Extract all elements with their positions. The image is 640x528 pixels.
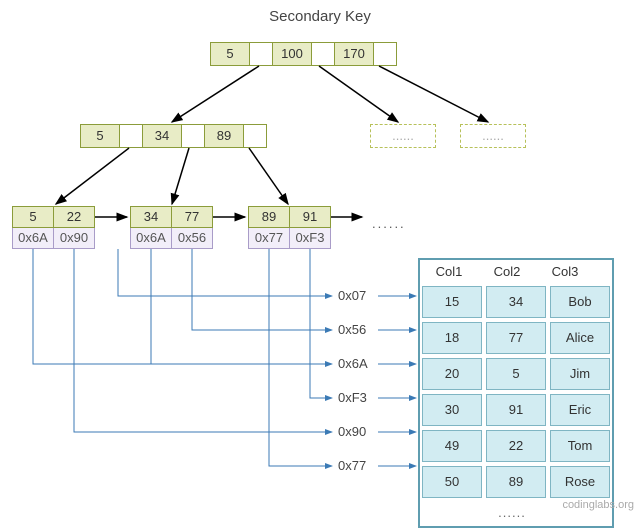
mid-key-2: 89 xyxy=(205,125,244,147)
root-node: 5 100 170 xyxy=(210,42,397,66)
td: Jim xyxy=(550,358,610,390)
root-ptr-0 xyxy=(250,43,273,65)
table-row: 1877Alice xyxy=(420,320,612,356)
td: Rose xyxy=(550,466,610,498)
td: Tom xyxy=(550,430,610,462)
td: Bob xyxy=(550,286,610,318)
addr-5: 0x77 xyxy=(338,456,366,476)
addr-2: 0x6A xyxy=(338,354,368,374)
td: 91 xyxy=(486,394,546,426)
leaf-1: 34 77 0x6A 0x56 xyxy=(130,206,213,249)
addr-3: 0xF3 xyxy=(338,388,367,408)
leaf-2-ptr-0: 0x77 xyxy=(249,228,290,248)
mid-node: 5 34 89 xyxy=(80,124,267,148)
leaf-2: 89 91 0x77 0xF3 xyxy=(248,206,331,249)
leaf-ellipsis: ...... xyxy=(372,216,406,231)
table-row: 3091Eric xyxy=(420,392,612,428)
th-2: Col3 xyxy=(536,260,594,284)
leaf-0-key-1: 22 xyxy=(54,207,94,227)
leaf-2-key-0: 89 xyxy=(249,207,290,227)
leaf-0-key-0: 5 xyxy=(13,207,54,227)
leaf-0-ptr-0: 0x6A xyxy=(13,228,54,248)
root-ptr-1 xyxy=(312,43,335,65)
root-key-0: 5 xyxy=(211,43,250,65)
mid-key-1: 34 xyxy=(143,125,182,147)
mid-ptr-2 xyxy=(244,125,266,147)
td: 49 xyxy=(422,430,482,462)
td: 30 xyxy=(422,394,482,426)
mid-ptr-1 xyxy=(182,125,205,147)
leaf-2-key-1: 91 xyxy=(290,207,330,227)
leaf-0-ptr-1: 0x90 xyxy=(54,228,94,248)
td: 5 xyxy=(486,358,546,390)
table-row: 1534Bob xyxy=(420,284,612,320)
td: 22 xyxy=(486,430,546,462)
diagram-title: Secondary Key xyxy=(0,8,640,25)
placeholder-node-1: ...... xyxy=(370,124,436,148)
td: 50 xyxy=(422,466,482,498)
root-key-2: 170 xyxy=(335,43,374,65)
data-table: Col1 Col2 Col3 1534Bob 1877Alice 205Jim … xyxy=(418,258,614,528)
root-ptr-2 xyxy=(374,43,396,65)
leaf-1-ptr-0: 0x6A xyxy=(131,228,172,248)
placeholder-node-2: ...... xyxy=(460,124,526,148)
td: Alice xyxy=(550,322,610,354)
table-header: Col1 Col2 Col3 xyxy=(420,260,612,284)
td: Eric xyxy=(550,394,610,426)
leaf-1-key-1: 77 xyxy=(172,207,212,227)
td: 34 xyxy=(486,286,546,318)
leaf-1-ptr-1: 0x56 xyxy=(172,228,212,248)
td: 18 xyxy=(422,322,482,354)
th-1: Col2 xyxy=(478,260,536,284)
td: 15 xyxy=(422,286,482,318)
td: 77 xyxy=(486,322,546,354)
leaf-0: 5 22 0x6A 0x90 xyxy=(12,206,95,249)
table-row: 4922Tom xyxy=(420,428,612,464)
table-row: 205Jim xyxy=(420,356,612,392)
leaf-2-ptr-1: 0xF3 xyxy=(290,228,330,248)
th-0: Col1 xyxy=(420,260,478,284)
watermark: codinglabs.org xyxy=(562,499,634,511)
addr-1: 0x56 xyxy=(338,320,366,340)
addr-4: 0x90 xyxy=(338,422,366,442)
leaf-1-key-0: 34 xyxy=(131,207,172,227)
mid-ptr-0 xyxy=(120,125,143,147)
td: 20 xyxy=(422,358,482,390)
addr-0: 0x07 xyxy=(338,286,366,306)
root-key-1: 100 xyxy=(273,43,312,65)
mid-key-0: 5 xyxy=(81,125,120,147)
table-row: 5089Rose xyxy=(420,464,612,500)
td: 89 xyxy=(486,466,546,498)
